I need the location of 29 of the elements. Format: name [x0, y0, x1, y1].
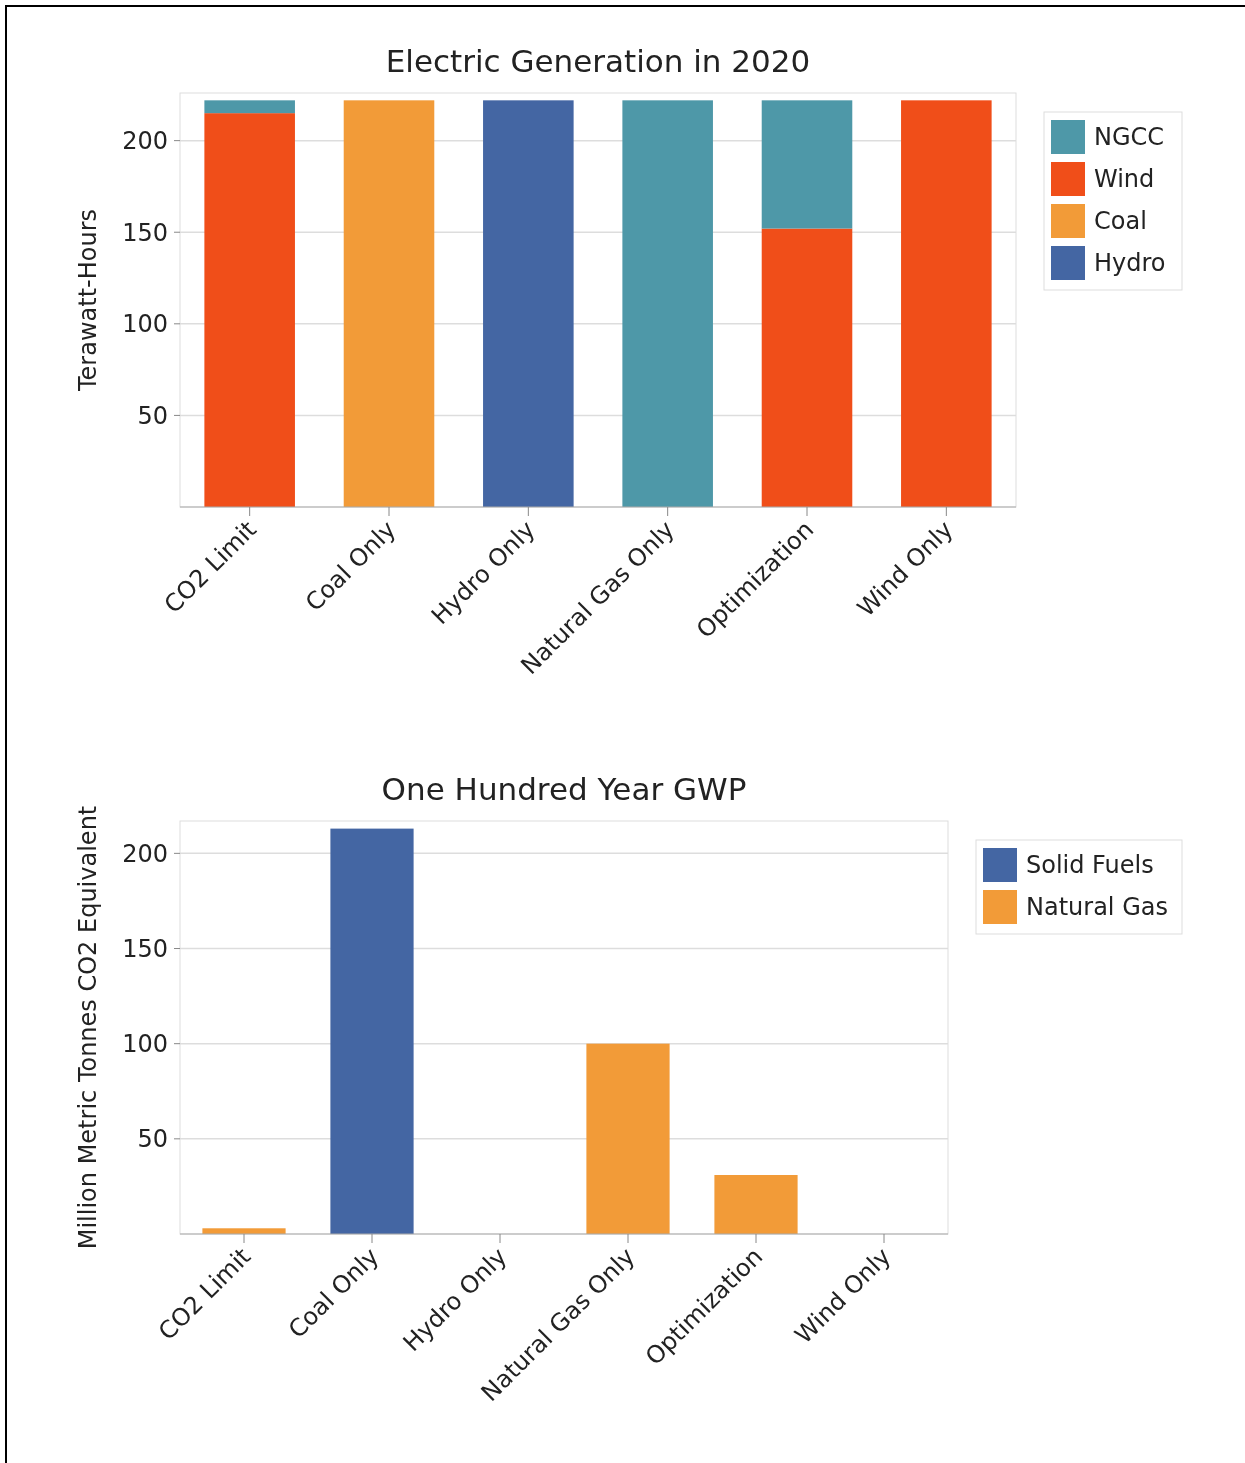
legend-label: Wind: [1094, 165, 1155, 194]
bar: [761, 228, 853, 507]
chart-title: Electric Generation in 2020: [385, 43, 811, 79]
y-tick-label: 50: [137, 1125, 168, 1154]
bar: [483, 100, 574, 507]
bar: [343, 100, 435, 507]
bar: [901, 100, 992, 507]
bar: [622, 100, 713, 507]
chart-title: One Hundred Year GWP: [381, 771, 747, 807]
y-tick-label: 150: [122, 218, 168, 247]
legend-label: Coal: [1094, 207, 1147, 236]
bar: [204, 100, 295, 114]
bar: [204, 113, 295, 507]
y-tick-label: 100: [122, 1030, 168, 1059]
legend-label: Natural Gas: [1026, 893, 1168, 922]
y-tick-label: 200: [122, 839, 168, 868]
bar: [761, 100, 853, 229]
bar: [586, 1043, 670, 1234]
bar: [714, 1175, 798, 1234]
y-axis-title: Million Metric Tonnes CO2 Equivalent: [74, 805, 102, 1250]
y-tick-label: 200: [122, 127, 168, 156]
y-axis-title: Terawatt-Hours: [74, 208, 102, 393]
bar: [330, 828, 414, 1234]
y-tick-label: 100: [122, 310, 168, 339]
y-tick-label: 50: [137, 401, 168, 430]
legend-label: Solid Fuels: [1026, 851, 1154, 880]
legend-label: Hydro: [1094, 249, 1166, 278]
y-tick-label: 150: [122, 934, 168, 963]
legend-label: NGCC: [1094, 123, 1165, 152]
